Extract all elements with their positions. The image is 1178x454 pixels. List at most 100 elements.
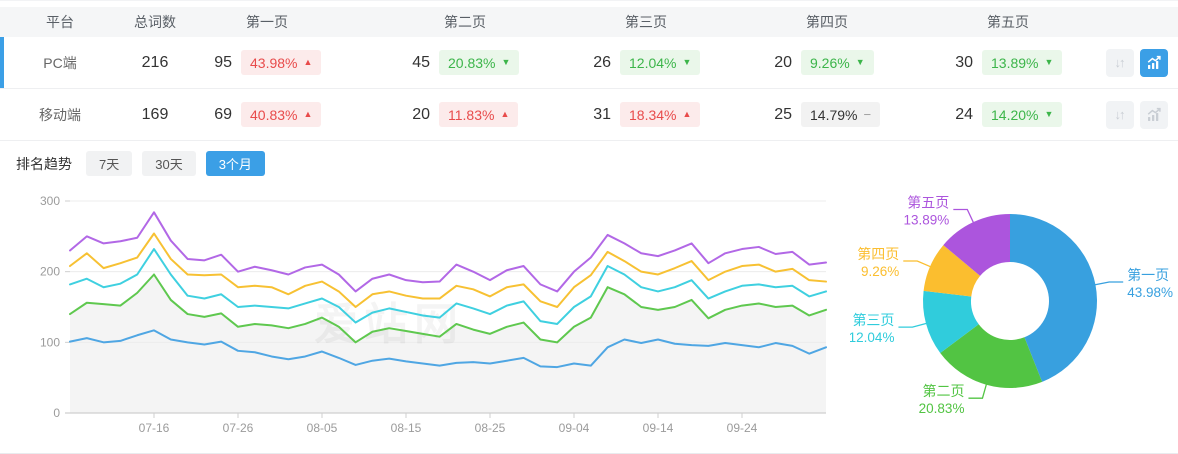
page3-change-badge: 12.04% ▼	[620, 50, 701, 75]
sort-button[interactable]: ↓↑	[1106, 48, 1134, 77]
donut-slice-第四页[interactable]	[923, 245, 981, 297]
sort-button[interactable]: ↓↑	[1106, 100, 1134, 129]
change-percent: 43.98%	[250, 54, 298, 71]
page4-cell: 25 14.79% −	[750, 102, 931, 127]
up-arrow-icon: ▲	[682, 109, 692, 119]
donut-slice-第一页[interactable]	[1010, 214, 1097, 382]
label-leader-line-第三页	[898, 322, 928, 328]
page5-cell: 24 14.20% ▼	[931, 102, 1103, 127]
page3-cell: 26 12.04% ▼	[569, 50, 750, 75]
trend-title: 排名趋势	[16, 155, 72, 172]
change-percent: 9.26%	[810, 54, 850, 71]
page4-count: 20	[774, 53, 792, 71]
page3-count: 26	[593, 53, 611, 71]
table-row-移动端[interactable]: 移动端 169 69 40.83% ▲ 20 11.83% ▲ 31 18.34% ▲ 25 14.79…	[0, 89, 1178, 141]
page1-count: 69	[214, 105, 232, 123]
y-axis-label-200: 200	[40, 265, 60, 279]
x-axis-label-3: 08-15	[391, 421, 422, 435]
column-header-2: 总词数	[134, 14, 176, 30]
page3-change-badge: 18.34% ▲	[620, 102, 701, 127]
tab-30天[interactable]: 30天	[142, 151, 196, 176]
sort-arrows-icon: ↓↑	[1114, 55, 1126, 70]
change-percent: 11.83%	[448, 106, 495, 123]
tab-3个月[interactable]: 3个月	[205, 151, 265, 176]
slice-label-第一页: 第一页 43.98%	[1127, 267, 1173, 300]
watermark: 爱站网	[314, 300, 464, 349]
page2-cell: 20 11.83% ▲	[388, 102, 569, 127]
change-percent: 12.04%	[629, 54, 677, 71]
x-axis-label-5: 09-04	[559, 421, 590, 435]
sort-arrows-icon: ↓↑	[1114, 107, 1126, 122]
x-axis-label-0: 07-16	[139, 421, 170, 435]
table-header: 平台 总词数 第一页 第二页 第三页 第四页 第五页	[0, 7, 1178, 37]
page5-count: 30	[955, 53, 973, 71]
trend-chart-icon	[1147, 55, 1161, 69]
page4-cell: 20 9.26% ▼	[750, 50, 931, 75]
page4-count: 25	[774, 105, 792, 123]
line-series-第三页	[69, 248, 827, 325]
page5-cell: 30 13.89% ▼	[931, 50, 1103, 75]
slice-label-第五页: 第五页 13.89%	[904, 194, 950, 227]
down-arrow-icon: ▼	[855, 57, 865, 67]
label-leader-line-第二页	[968, 383, 988, 399]
page2-change-badge: 11.83% ▲	[439, 102, 519, 127]
trend-chart-button[interactable]	[1140, 48, 1168, 77]
page1-change-badge: 43.98% ▲	[241, 50, 322, 75]
column-header-4: 第二页	[444, 14, 486, 30]
row-actions: ↓↑	[1103, 48, 1178, 77]
change-percent: 13.89%	[991, 54, 1039, 71]
up-arrow-icon: ▲	[303, 109, 313, 119]
x-axis-label-1: 07-26	[223, 421, 254, 435]
page1-count: 95	[214, 53, 232, 71]
flat-arrow-icon: −	[863, 107, 872, 122]
page3-count: 31	[593, 105, 611, 123]
page5-change-badge: 13.89% ▼	[982, 50, 1063, 75]
label-leader-line-第四页	[903, 260, 932, 268]
x-axis-label-2: 08-05	[307, 421, 338, 435]
trend-chart-icon	[1147, 107, 1161, 121]
page2-change-badge: 20.83% ▼	[439, 50, 520, 75]
donut-slice-第二页[interactable]	[940, 324, 1043, 388]
down-arrow-icon: ▼	[1044, 109, 1054, 119]
column-header-1: 平台	[46, 14, 74, 30]
platform-cell: 移动端	[39, 106, 81, 123]
change-percent: 14.20%	[991, 106, 1039, 123]
tab-7天[interactable]: 7天	[86, 151, 133, 176]
line-chart-svg: 0 100 200 300 爱站网 07-16 07-26 08-05 08-15 08-25 09…	[40, 194, 827, 435]
down-arrow-icon: ▼	[501, 57, 511, 67]
donut-slice-第三页[interactable]	[923, 290, 979, 353]
page2-cell: 45 20.83% ▼	[388, 50, 569, 75]
y-axis-label-300: 300	[40, 194, 60, 208]
page1-cell: 95 43.98% ▲	[190, 50, 388, 75]
page5-change-badge: 14.20% ▼	[982, 102, 1063, 127]
page1-cell: 69 40.83% ▲	[190, 102, 388, 127]
up-arrow-icon: ▲	[303, 57, 313, 67]
column-header-3: 第一页	[246, 14, 288, 30]
line-series-第一页	[69, 329, 827, 369]
line-series-第二页	[69, 273, 827, 344]
x-axis-label-6: 09-14	[643, 421, 674, 435]
slice-label-第三页: 第三页 12.04%	[850, 312, 894, 345]
trend-chart-button[interactable]	[1140, 100, 1168, 129]
page4-change-badge: 9.26% ▼	[801, 50, 874, 75]
change-percent: 14.79%	[810, 106, 858, 123]
trend-range-tabs: 7天 30天 3个月	[86, 151, 275, 176]
down-arrow-icon: ▼	[682, 57, 692, 67]
page2-count: 45	[412, 53, 430, 71]
table-row-PC端[interactable]: PC端 216 95 43.98% ▲ 45 20.83% ▼ 26 12.04% ▼ 20 9.26%…	[0, 37, 1178, 89]
total-words-cell: 216	[141, 53, 169, 71]
slice-label-第四页: 第四页 9.26%	[857, 246, 899, 279]
column-header-7: 第五页	[987, 14, 1029, 30]
page3-cell: 31 18.34% ▲	[569, 102, 750, 127]
down-arrow-icon: ▼	[1044, 57, 1054, 67]
trend-section-header: 排名趋势 7天 30天 3个月	[16, 151, 275, 176]
change-percent: 20.83%	[448, 54, 496, 71]
row-actions: ↓↑	[1103, 100, 1178, 129]
column-header-5: 第三页	[625, 14, 667, 30]
column-header-6: 第四页	[806, 14, 848, 30]
donut-slice-第五页[interactable]	[943, 214, 1010, 276]
label-leader-line-第五页	[953, 208, 975, 224]
donut-chart-svg: 第一页 43.98% 第二页 20.83% 第三页 12.04% 第四页 9.26%第五页 13…	[849, 194, 1173, 416]
page4-change-badge: 14.79% −	[801, 102, 881, 127]
